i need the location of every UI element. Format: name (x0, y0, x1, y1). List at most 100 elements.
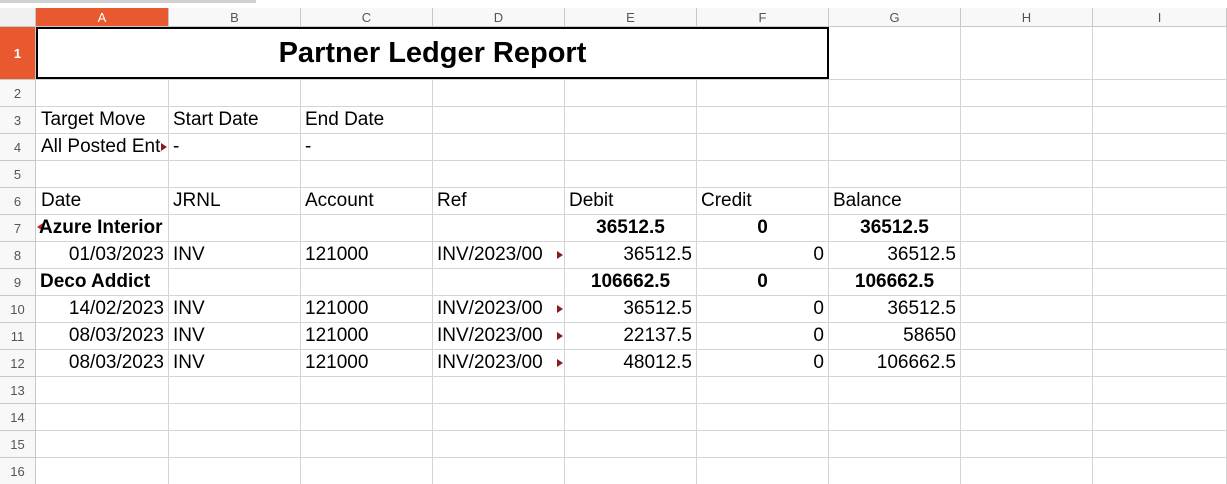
line-date-cell[interactable]: 08/03/2023 (68, 325, 164, 346)
line-debit-cell[interactable]: 36512.5 (623, 298, 692, 319)
line-ref-cell[interactable]: INV/2023/00 (437, 244, 543, 265)
target-move-value-cell[interactable]: All Posted Entries (41, 136, 161, 157)
grid-line (36, 241, 1227, 242)
line-balance-cell[interactable]: 58650 (903, 325, 956, 346)
grid-line (36, 349, 1227, 350)
grid-line (36, 457, 1227, 458)
line-balance-cell[interactable]: 36512.5 (887, 298, 956, 319)
line-credit-cell[interactable]: 0 (813, 244, 824, 265)
grid-line (36, 133, 1227, 134)
line-account-cell[interactable]: 121000 (305, 325, 369, 346)
partner-name-cell[interactable]: Azure Interior (39, 217, 163, 238)
line-debit-cell[interactable]: 22137.5 (623, 325, 692, 346)
row-header-6[interactable]: 6 (0, 188, 36, 215)
header-debit-cell[interactable]: Debit (569, 190, 614, 211)
column-header-a[interactable]: A (36, 8, 169, 27)
header-ref-cell[interactable]: Ref (437, 190, 467, 211)
header-balance-cell[interactable]: Balance (833, 190, 902, 211)
row-header-3[interactable]: 3 (0, 107, 36, 134)
row-header-10[interactable]: 10 (0, 296, 36, 323)
text-overflow-arrow-icon (557, 251, 563, 259)
end-date-label-cell[interactable]: End Date (305, 109, 385, 130)
partner-credit-cell[interactable]: 0 (757, 271, 768, 292)
start-date-value-cell[interactable]: - (173, 136, 180, 157)
header-credit-cell[interactable]: Credit (701, 190, 752, 211)
line-balance-cell[interactable]: 106662.5 (876, 352, 956, 373)
column-header-g[interactable]: G (829, 8, 961, 27)
row-header-11[interactable]: 11 (0, 323, 36, 350)
grid-line (168, 27, 169, 484)
grid-line (960, 27, 961, 484)
horizontal-scrollbar[interactable] (0, 0, 256, 3)
column-header-f[interactable]: F (697, 8, 829, 27)
row-header-14[interactable]: 14 (0, 404, 36, 431)
text-overflow-left-arrow-icon (37, 223, 43, 231)
line-credit-cell[interactable]: 0 (813, 325, 824, 346)
grid-line (36, 322, 1227, 323)
column-header-d[interactable]: D (433, 8, 565, 27)
row-header-16[interactable]: 16 (0, 458, 36, 484)
row-header-2[interactable]: 2 (0, 80, 36, 107)
line-jrnl-cell[interactable]: INV (173, 352, 205, 373)
target-move-label-cell[interactable]: Target Move (41, 109, 146, 130)
grid-line (36, 268, 1227, 269)
select-all-corner[interactable] (0, 8, 36, 27)
line-jrnl-cell[interactable]: INV (173, 298, 205, 319)
text-overflow-arrow-icon (161, 143, 167, 151)
partner-balance-cell[interactable]: 36512.5 (860, 217, 929, 238)
row-header-15[interactable]: 15 (0, 431, 36, 458)
line-balance-cell[interactable]: 36512.5 (887, 244, 956, 265)
column-header-i[interactable]: I (1093, 8, 1227, 27)
grid-line (828, 27, 829, 484)
row-header-1[interactable]: 1 (0, 27, 36, 80)
line-ref-cell[interactable]: INV/2023/00 (437, 298, 543, 319)
line-debit-cell[interactable]: 48012.5 (623, 352, 692, 373)
line-credit-cell[interactable]: 0 (813, 298, 824, 319)
header-account-cell[interactable]: Account (305, 190, 374, 211)
grid-line (36, 79, 1227, 80)
line-jrnl-cell[interactable]: INV (173, 244, 205, 265)
partner-balance-cell[interactable]: 106662.5 (854, 271, 935, 292)
line-date-cell[interactable]: 08/03/2023 (68, 352, 164, 373)
grid-line (36, 403, 1227, 404)
partner-debit-cell[interactable]: 36512.5 (596, 217, 665, 238)
grid-line (432, 27, 433, 484)
row-header-4[interactable]: 4 (0, 134, 36, 161)
row-header-7[interactable]: 7 (0, 215, 36, 242)
row-header-9[interactable]: 9 (0, 269, 36, 296)
line-ref-cell[interactable]: INV/2023/00 (437, 352, 543, 373)
row-header-13[interactable]: 13 (0, 377, 36, 404)
grid-line (36, 214, 1227, 215)
line-jrnl-cell[interactable]: INV (173, 325, 205, 346)
line-debit-cell[interactable]: 36512.5 (623, 244, 692, 265)
grid-line (1092, 27, 1093, 484)
end-date-value-cell[interactable]: - (305, 136, 312, 157)
start-date-label-cell[interactable]: Start Date (173, 109, 259, 130)
line-account-cell[interactable]: 121000 (305, 352, 369, 373)
line-account-cell[interactable]: 121000 (305, 298, 369, 319)
header-date-cell[interactable]: Date (41, 190, 82, 211)
row-header-5[interactable]: 5 (0, 161, 36, 188)
partner-name-cell[interactable]: Deco Addict (40, 271, 151, 292)
column-header-e[interactable]: E (565, 8, 697, 27)
line-account-cell[interactable]: 121000 (305, 244, 369, 265)
partner-debit-cell[interactable]: 106662.5 (590, 271, 671, 292)
line-date-cell[interactable]: 14/02/2023 (68, 298, 164, 319)
grid-line (36, 160, 1227, 161)
grid-line (300, 27, 301, 484)
partner-credit-cell[interactable]: 0 (757, 217, 768, 238)
column-header-b[interactable]: B (169, 8, 301, 27)
grid-line (696, 27, 697, 484)
line-credit-cell[interactable]: 0 (813, 352, 824, 373)
report-title-cell[interactable]: Partner Ledger Report (36, 27, 829, 79)
line-ref-cell[interactable]: INV/2023/00 (437, 325, 543, 346)
header-jrnl-cell[interactable]: JRNL (173, 190, 221, 211)
column-header-h[interactable]: H (961, 8, 1093, 27)
column-header-c[interactable]: C (301, 8, 433, 27)
text-overflow-arrow-icon (557, 332, 563, 340)
text-overflow-arrow-icon (557, 359, 563, 367)
row-header-8[interactable]: 8 (0, 242, 36, 269)
line-date-cell[interactable]: 01/03/2023 (68, 244, 164, 265)
row-header-12[interactable]: 12 (0, 350, 36, 377)
